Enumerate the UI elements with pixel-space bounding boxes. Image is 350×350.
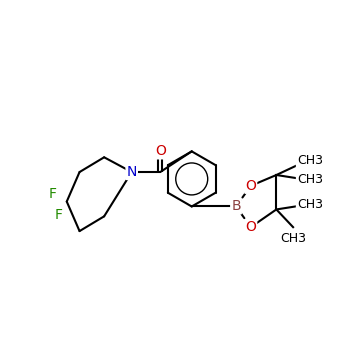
Text: CH3: CH3 xyxy=(280,232,306,245)
Text: F: F xyxy=(49,187,57,201)
Text: CH3: CH3 xyxy=(297,154,323,167)
Text: F: F xyxy=(55,208,63,222)
Text: N: N xyxy=(126,165,137,179)
Text: CH3: CH3 xyxy=(297,173,323,187)
Text: O: O xyxy=(245,179,256,193)
Text: B: B xyxy=(231,199,241,213)
Text: O: O xyxy=(245,220,256,234)
Text: CH3: CH3 xyxy=(297,198,323,211)
Text: O: O xyxy=(155,145,166,159)
